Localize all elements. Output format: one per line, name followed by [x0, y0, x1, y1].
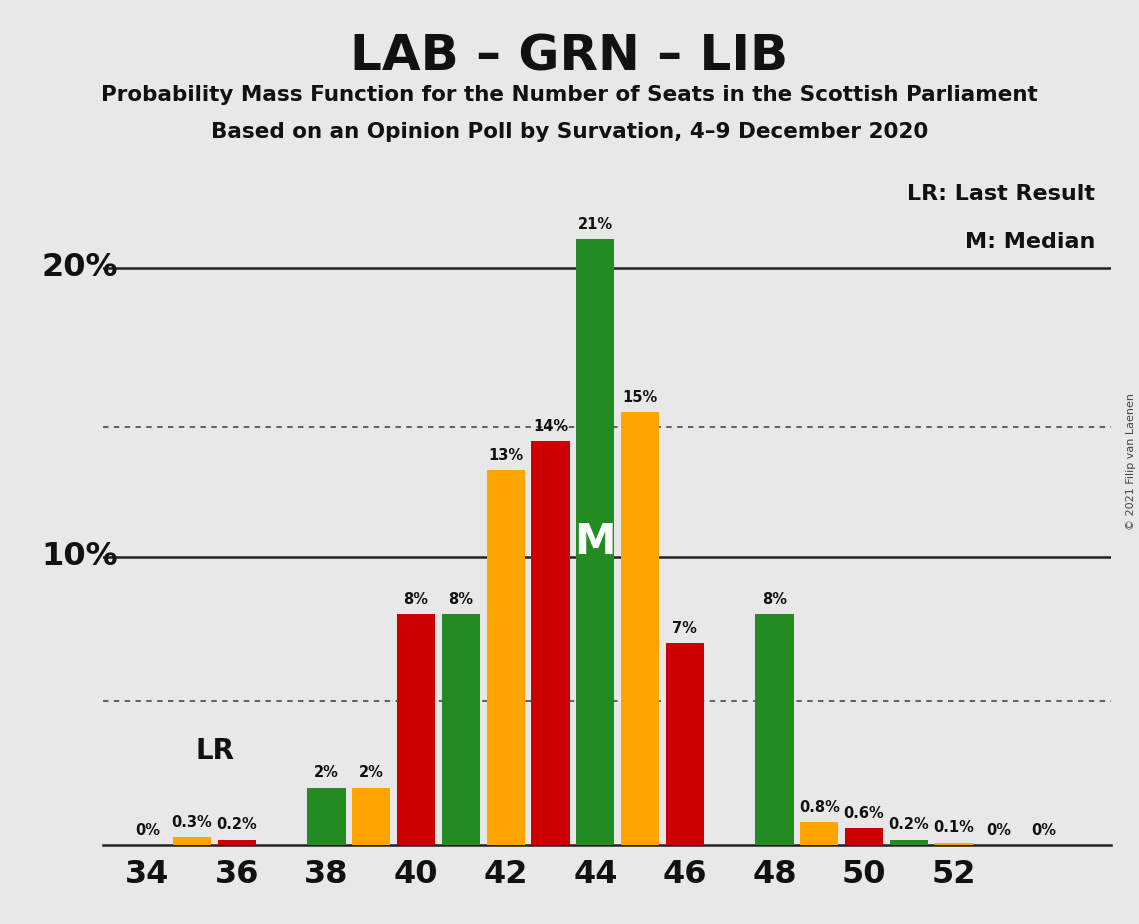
Text: 8%: 8% [449, 592, 474, 607]
Bar [755, 614, 794, 845]
Text: 20%: 20% [42, 252, 118, 284]
Text: 15%: 15% [623, 390, 657, 405]
Text: 0.2%: 0.2% [216, 818, 257, 833]
Text: 10%: 10% [41, 541, 118, 572]
Text: 0.2%: 0.2% [888, 818, 929, 833]
Text: 0%: 0% [986, 823, 1011, 838]
Bar [801, 822, 838, 845]
Text: 0%: 0% [134, 823, 159, 838]
Text: 2%: 2% [359, 765, 384, 781]
Text: 14%: 14% [533, 419, 568, 434]
Text: © 2021 Filip van Laenen: © 2021 Filip van Laenen [1126, 394, 1136, 530]
Bar [308, 787, 345, 845]
Bar [486, 470, 525, 845]
Text: 2%: 2% [314, 765, 339, 781]
Text: M: Median: M: Median [965, 232, 1096, 252]
Text: 0.6%: 0.6% [844, 806, 885, 821]
Text: 7%: 7% [672, 621, 697, 636]
Text: LAB – GRN – LIB: LAB – GRN – LIB [351, 32, 788, 80]
Text: 0.1%: 0.1% [933, 821, 974, 835]
Text: M: M [574, 521, 616, 564]
Bar [532, 442, 570, 845]
Bar [890, 840, 928, 845]
Text: 0.8%: 0.8% [798, 800, 839, 815]
Bar [442, 614, 480, 845]
Text: 8%: 8% [762, 592, 787, 607]
Text: 8%: 8% [403, 592, 428, 607]
Bar [845, 828, 883, 845]
Bar [173, 837, 211, 845]
Text: Based on an Opinion Poll by Survation, 4–9 December 2020: Based on an Opinion Poll by Survation, 4… [211, 122, 928, 142]
Bar [352, 787, 391, 845]
Text: Probability Mass Function for the Number of Seats in the Scottish Parliament: Probability Mass Function for the Number… [101, 85, 1038, 105]
Text: 13%: 13% [489, 448, 523, 463]
Bar [218, 840, 256, 845]
Text: 21%: 21% [577, 217, 613, 232]
Bar [576, 239, 614, 845]
Bar [935, 843, 973, 845]
Text: LR: LR [195, 736, 233, 765]
Text: 0%: 0% [1031, 823, 1056, 838]
Bar [398, 614, 435, 845]
Bar [621, 412, 659, 845]
Bar [666, 643, 704, 845]
Text: LR: Last Result: LR: Last Result [908, 184, 1096, 203]
Text: 0.3%: 0.3% [172, 815, 213, 830]
